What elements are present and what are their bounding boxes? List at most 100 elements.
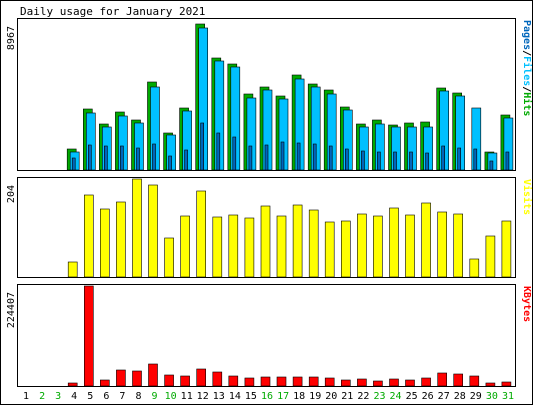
bar-visits-day-20 xyxy=(324,221,335,278)
legend-entry: Hits xyxy=(521,92,533,116)
bar-visits-day-4 xyxy=(67,261,78,278)
x-tick-label: 24 xyxy=(389,391,401,402)
bar-kbytes-day-26 xyxy=(421,377,431,387)
bar-kbytes-day-31 xyxy=(501,381,512,387)
bar-visits-day-9 xyxy=(148,184,158,278)
bar-kbytes-day-9 xyxy=(148,363,158,387)
bar-pages-day-22 xyxy=(361,150,365,171)
x-tick-label: 9 xyxy=(151,391,157,402)
bar-pages-day-24 xyxy=(393,151,397,171)
bar-kbytes-day-30 xyxy=(485,382,496,387)
panel-frame xyxy=(17,284,516,387)
bar-pages-day-29 xyxy=(473,148,478,171)
x-tick-label: 25 xyxy=(406,391,418,402)
bar-pages-day-10 xyxy=(168,155,172,171)
bar-kbytes-day-4 xyxy=(67,382,78,387)
bar-kbytes-day-23 xyxy=(373,380,383,387)
legend-entry: Pages xyxy=(521,20,532,50)
x-tick-label: 21 xyxy=(341,391,353,402)
bar-pages-day-25 xyxy=(409,151,413,171)
bar-kbytes-day-12 xyxy=(196,368,206,387)
x-tick-label: 1 xyxy=(23,391,29,402)
bar-visits-day-30 xyxy=(485,235,496,278)
bar-visits-day-23 xyxy=(373,215,383,278)
bar-visits-day-12 xyxy=(196,190,206,278)
bar-visits-day-18 xyxy=(292,204,303,278)
bar-visits-day-19 xyxy=(308,209,319,278)
panel-frame xyxy=(17,177,516,278)
legend-entry: KBytes xyxy=(521,286,532,322)
x-axis: 1 2 3 4 5 6 7 8 9 10 11 12 13 14 15 16 17 18 19 20 21 22 23 24 2… xyxy=(23,391,514,402)
bar-kbytes-day-20 xyxy=(324,377,335,387)
bar-kbytes-day-13 xyxy=(212,371,223,387)
x-tick-label: 3 xyxy=(55,391,61,402)
chart-title: Daily usage for January 2021 xyxy=(20,5,205,18)
panel-legend: KBytes xyxy=(521,286,532,322)
panel-legend: Pages/Files/Hits xyxy=(521,20,533,116)
x-tick-label: 12 xyxy=(197,391,209,402)
bar-kbytes-day-24 xyxy=(389,378,399,387)
x-tick-label: 15 xyxy=(245,391,257,402)
bar-kbytes-day-11 xyxy=(180,375,190,387)
bar-visits-day-17 xyxy=(276,215,287,278)
bar-pages-day-30 xyxy=(489,160,494,171)
bar-visits-day-7 xyxy=(116,201,126,278)
bar-kbytes-day-10 xyxy=(164,374,174,387)
x-tick-label: 28 xyxy=(454,391,466,402)
bar-pages-day-13 xyxy=(216,132,221,171)
bar-pages-day-26 xyxy=(425,152,429,171)
bar-pages-day-11 xyxy=(184,149,188,171)
bar-kbytes-day-22 xyxy=(357,378,367,387)
x-tick-label: 8 xyxy=(135,391,141,402)
bar-pages-day-21 xyxy=(344,148,349,171)
bar-kbytes-day-16 xyxy=(260,376,271,387)
bar-pages-day-31 xyxy=(505,151,510,171)
bar-visits-day-25 xyxy=(405,214,415,278)
bar-kbytes-day-17 xyxy=(276,376,287,387)
bar-kbytes-day-28 xyxy=(453,373,464,387)
bar-visits-day-22 xyxy=(357,213,367,278)
bar-kbytes-day-21 xyxy=(340,379,351,387)
x-tick-label: 13 xyxy=(213,391,225,402)
bar-kbytes-day-15 xyxy=(244,377,255,387)
bar-visits-day-24 xyxy=(389,207,399,278)
legend-entry: / xyxy=(521,50,532,56)
x-tick-label: 14 xyxy=(229,391,241,402)
bar-visits-day-5 xyxy=(84,194,94,278)
x-tick-label: 30 xyxy=(486,391,498,402)
x-tick-label: 29 xyxy=(470,391,482,402)
bar-pages-day-18 xyxy=(296,142,301,171)
x-tick-label: 5 xyxy=(87,391,93,402)
panel-frame xyxy=(17,18,516,171)
bar-pages-day-28 xyxy=(457,147,462,171)
bar-pages-day-20 xyxy=(328,145,333,171)
bar-kbytes-day-25 xyxy=(405,379,415,387)
x-tick-label: 2 xyxy=(39,391,45,402)
bar-visits-day-26 xyxy=(421,202,431,278)
bar-kbytes-day-7 xyxy=(116,369,126,387)
legend-entry: Files xyxy=(521,56,533,86)
y-max-label: 204 xyxy=(6,185,17,203)
bar-kbytes-day-19 xyxy=(308,376,319,387)
bar-pages-day-15 xyxy=(248,145,253,171)
bar-kbytes-day-29 xyxy=(469,375,480,387)
bar-pages-day-14 xyxy=(232,136,237,171)
panel-legend: Visits xyxy=(521,179,533,215)
bar-pages-day-23 xyxy=(377,151,381,171)
bar-visits-day-31 xyxy=(501,220,512,278)
bar-visits-day-15 xyxy=(244,217,255,278)
x-tick-label: 18 xyxy=(293,391,305,402)
bar-visits-day-11 xyxy=(180,215,190,278)
x-tick-label: 10 xyxy=(165,391,177,402)
bar-pages-day-19 xyxy=(312,143,317,171)
bar-pages-day-5 xyxy=(88,144,92,171)
panel-kbytes: 224407 KBytes xyxy=(6,284,532,387)
bar-kbytes-day-6 xyxy=(100,379,110,387)
x-tick-label: 11 xyxy=(181,391,193,402)
x-tick-label: 6 xyxy=(103,391,109,402)
bar-visits-day-6 xyxy=(100,208,110,278)
bar-visits-day-13 xyxy=(212,216,223,278)
bar-pages-day-9 xyxy=(152,143,156,171)
